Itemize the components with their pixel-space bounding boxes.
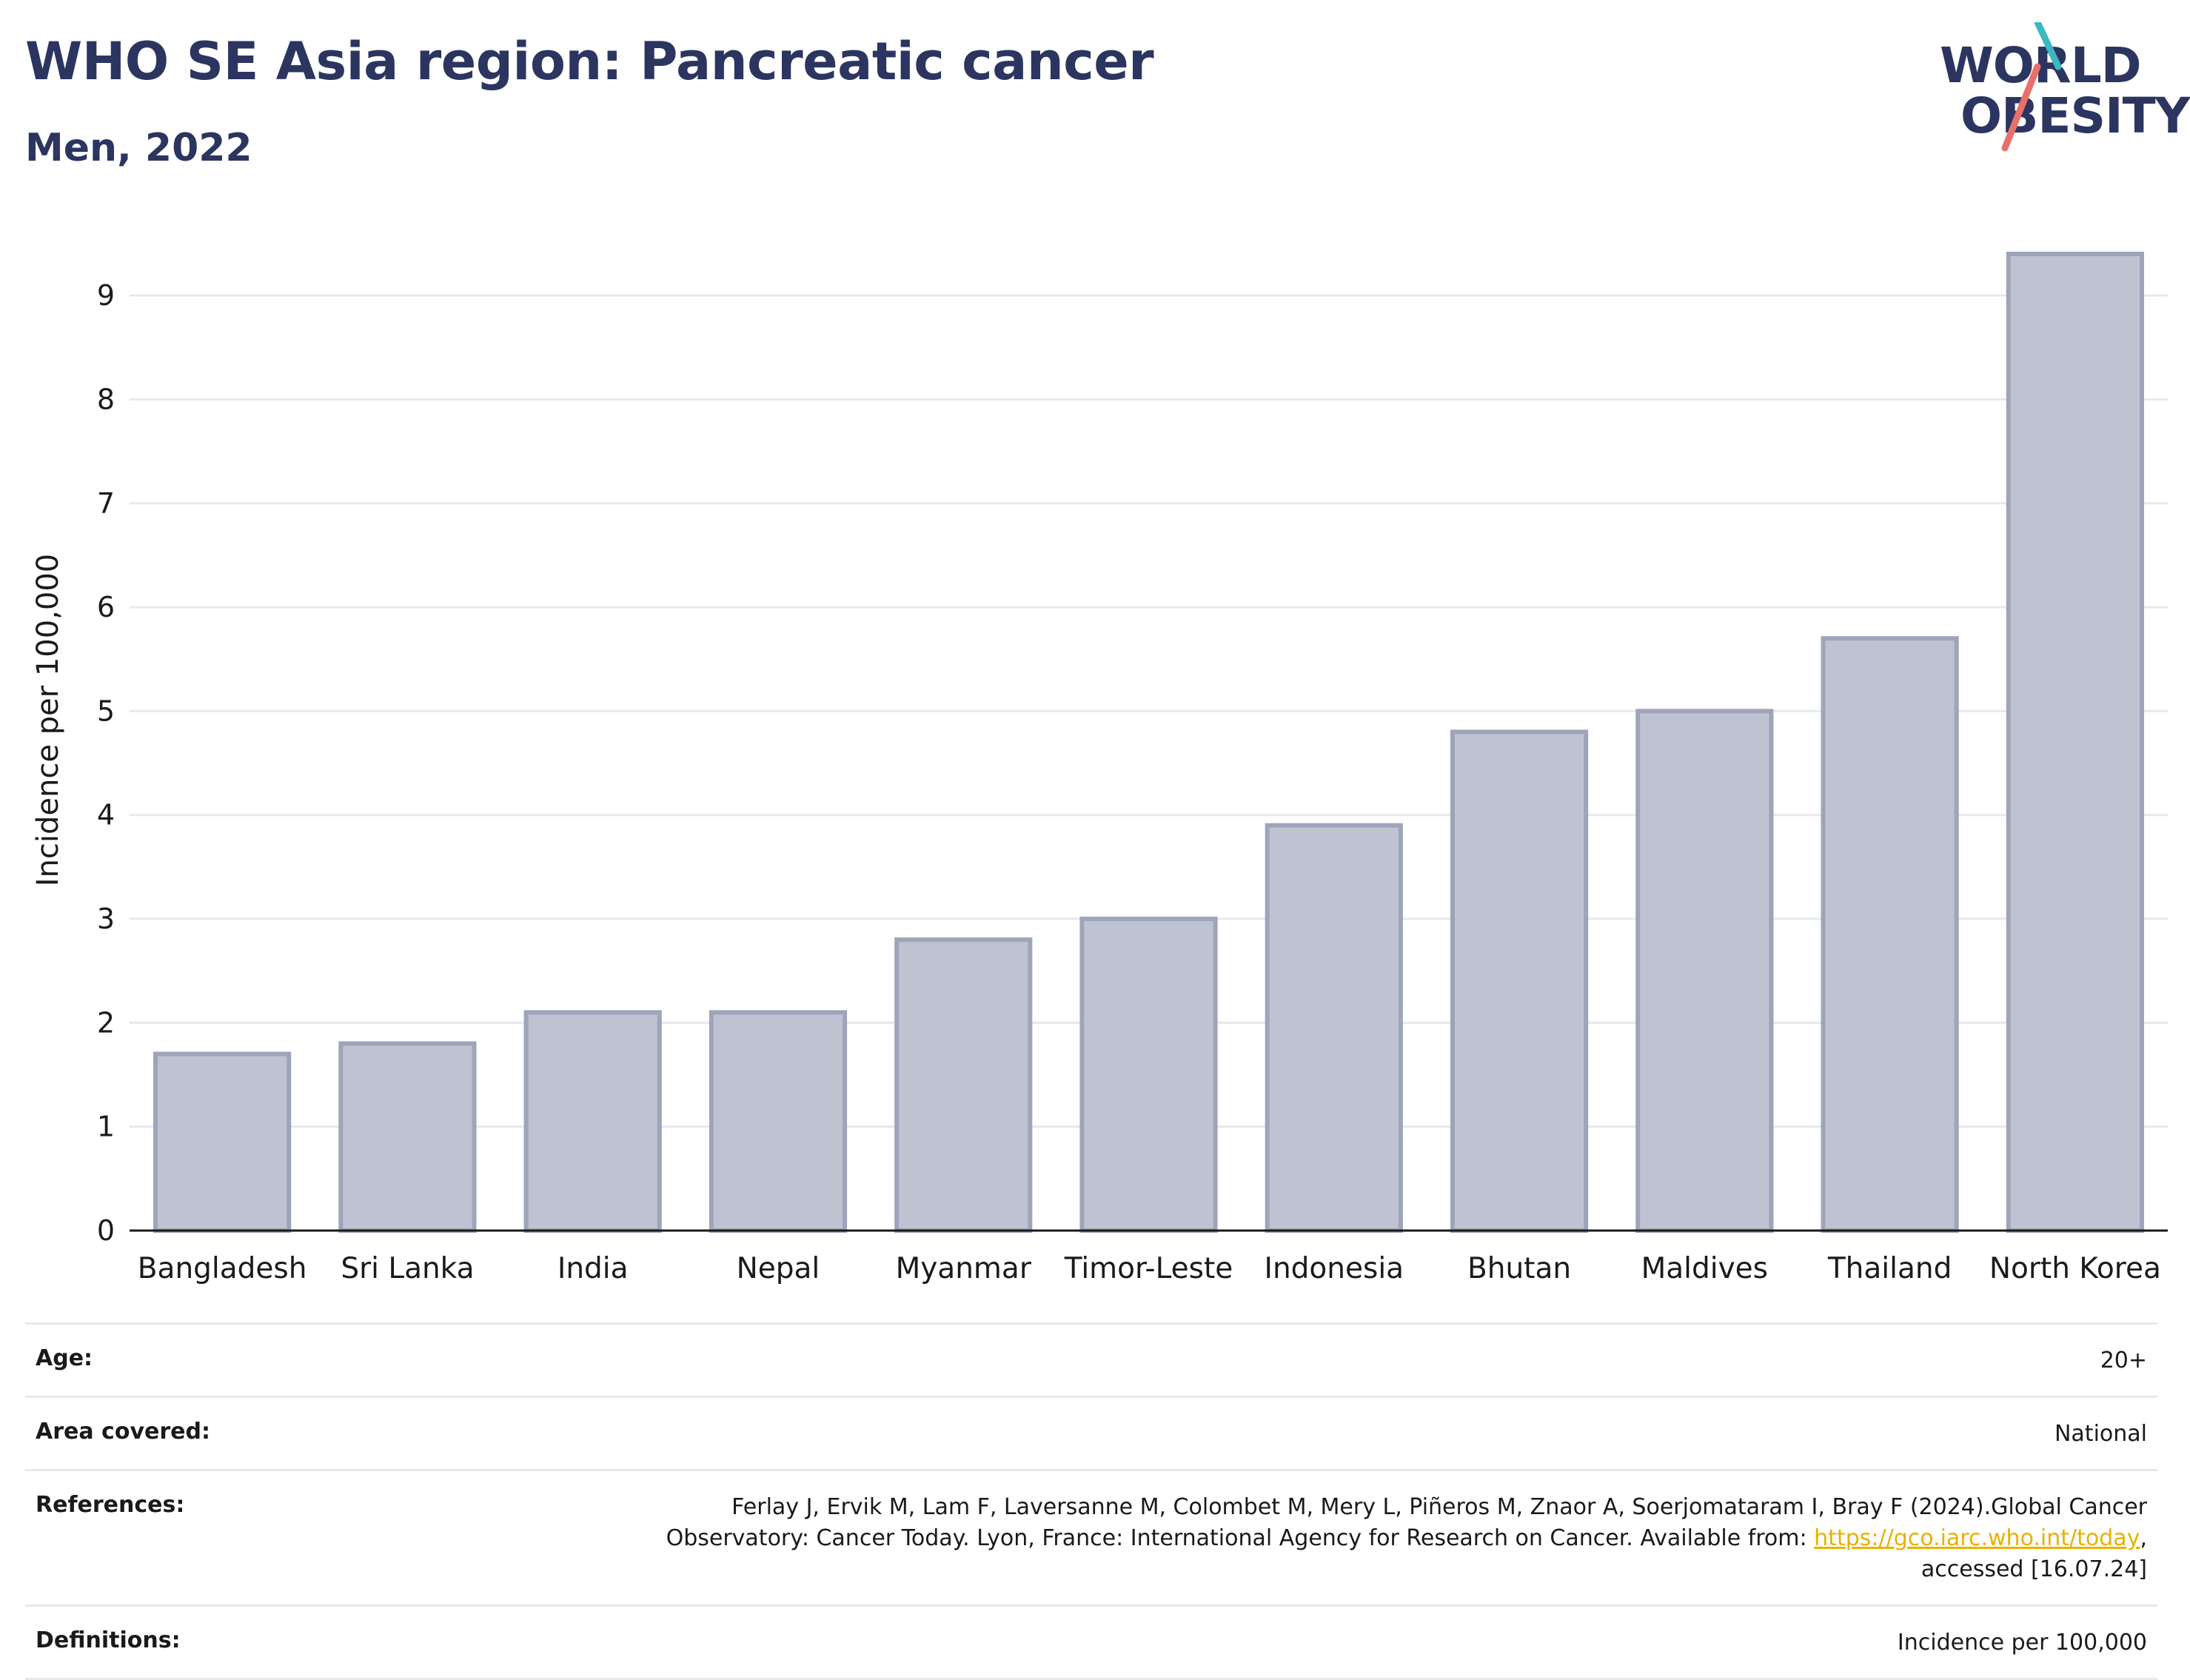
info-row-age: Age: 20+: [25, 1322, 2157, 1396]
references-label: References:: [36, 1492, 185, 1518]
bar-bangladesh: [153, 1051, 292, 1233]
x-tick-label: Timor-Leste: [1064, 1252, 1233, 1285]
x-tick-label: Maldives: [1641, 1252, 1768, 1285]
bar-north-korea: [2006, 252, 2144, 1233]
logo-line-1: WORLD: [1940, 37, 2142, 94]
y-tick-label: 4: [97, 799, 115, 831]
y-tick-label: 9: [97, 279, 115, 312]
bar-thailand: [1821, 636, 1959, 1233]
bar-india: [523, 1010, 662, 1234]
logo-line-2: OBESITY: [1960, 87, 2190, 144]
x-tick-label: Indonesia: [1264, 1252, 1404, 1285]
x-tick-label: Bhutan: [1467, 1252, 1571, 1285]
chart-subtitle: Men, 2022: [25, 126, 252, 170]
y-tick-label: 7: [97, 487, 115, 520]
x-tick-label: Thailand: [1827, 1252, 1952, 1285]
bar-chart: 0 1 2 3 4 5 6 7 8 9 Bangladesh Sri Lanka India Nepal…: [31, 252, 2168, 1285]
y-tick-label: 2: [97, 1006, 115, 1039]
info-row-references: References: Ferlay J, Ervik M, Lam F, La…: [25, 1469, 2157, 1604]
bar-sri-lanka: [338, 1041, 477, 1233]
x-tick-label: Bangladesh: [138, 1252, 307, 1285]
y-tick-label: 6: [97, 591, 115, 623]
bar-bhutan: [1450, 729, 1589, 1233]
x-tick-label: Myanmar: [896, 1252, 1032, 1285]
y-tick-label: 1: [97, 1111, 115, 1143]
bar-maldives: [1635, 709, 1774, 1233]
age-value: 20+: [2100, 1348, 2147, 1373]
y-tick-label: 3: [97, 903, 115, 935]
info-row-area: Area covered: National: [25, 1396, 2157, 1469]
y-axis-ticks: 0 1 2 3 4 5 6 7 8 9: [97, 279, 115, 1247]
bar-myanmar: [894, 937, 1033, 1233]
y-tick-label: 8: [97, 383, 115, 415]
world-obesity-logo: WORLD OBESITY: [1925, 22, 2190, 155]
y-tick-label: 0: [97, 1214, 115, 1247]
bar-nepal: [709, 1010, 848, 1234]
x-axis-labels: Bangladesh Sri Lanka India Nepal Myanmar Timo…: [138, 1252, 2161, 1285]
bar-timor-leste: [1079, 917, 1218, 1234]
area-value: National: [2054, 1421, 2147, 1447]
logo-slash-icon: [2001, 22, 2062, 152]
bar-indonesia: [1265, 823, 1403, 1234]
y-tick-label: 5: [97, 695, 115, 727]
x-tick-label: India: [557, 1252, 629, 1285]
references-value: Ferlay J, Ervik M, Lam F, Laversanne M, …: [629, 1492, 2147, 1585]
bars: [153, 252, 2144, 1234]
references-text-2: , accessed [16.07.24]: [1921, 1525, 2147, 1582]
info-row-definitions: Definitions: Incidence per 100,000: [25, 1604, 2157, 1680]
chart-title: WHO SE Asia region: Pancreatic cancer: [25, 31, 1154, 92]
x-tick-label: Sri Lanka: [341, 1252, 474, 1285]
area-label: Area covered:: [36, 1419, 210, 1445]
x-tick-label: North Korea: [1989, 1252, 2161, 1285]
y-axis-label: Incidence per 100,000: [31, 554, 65, 887]
references-text-1: Ferlay J, Ervik M, Lam F, Laversanne M, …: [666, 1494, 2147, 1551]
definitions-value: Incidence per 100,000: [1897, 1630, 2147, 1656]
age-label: Age:: [36, 1345, 93, 1371]
x-tick-label: Nepal: [737, 1252, 820, 1285]
references-link[interactable]: https://gco.iarc.who.int/today: [1814, 1525, 2140, 1551]
definitions-label: Definitions:: [36, 1627, 181, 1653]
info-table: Age: 20+ Area covered: National Referenc…: [25, 1322, 2157, 1680]
